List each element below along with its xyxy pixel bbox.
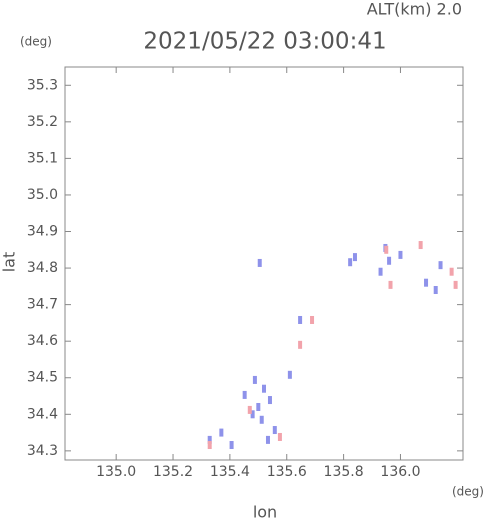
y-tick-label: 35.0 bbox=[27, 187, 58, 203]
y-tick-label: 34.5 bbox=[27, 370, 58, 386]
y-axis-label: lat bbox=[0, 252, 19, 273]
radar-cell bbox=[453, 280, 458, 289]
x-tick-label: 135.6 bbox=[267, 464, 307, 480]
radar-cell bbox=[259, 415, 264, 424]
radar-cell bbox=[387, 256, 392, 265]
radar-cell bbox=[265, 435, 270, 444]
radar-cell bbox=[438, 261, 443, 270]
x-axis-label: lon bbox=[253, 503, 277, 521]
radar-cell bbox=[298, 340, 303, 349]
radar-cell bbox=[257, 258, 262, 267]
x-tick-label: 136.0 bbox=[380, 464, 420, 480]
radar-cell bbox=[352, 253, 357, 262]
radar-cell bbox=[229, 441, 234, 450]
x-tick-label: 135.4 bbox=[210, 464, 250, 480]
x-tick-label: 135.2 bbox=[153, 464, 193, 480]
radar-cell bbox=[310, 315, 315, 324]
x-tick-label: 135.0 bbox=[96, 464, 136, 480]
radar-cell bbox=[378, 267, 383, 276]
y-tick-label: 34.4 bbox=[27, 406, 58, 422]
radar-cell bbox=[272, 426, 277, 435]
x-unit: (deg) bbox=[452, 485, 484, 499]
radar-cell bbox=[287, 370, 292, 379]
radar-cell bbox=[242, 390, 247, 399]
y-tick-label: 34.9 bbox=[27, 224, 58, 240]
chart-title: 2021/05/22 03:00:41 bbox=[143, 29, 386, 55]
radar-cell bbox=[277, 432, 282, 441]
radar-cell bbox=[348, 258, 353, 267]
radar-cell bbox=[219, 428, 224, 437]
y-tick-label: 34.6 bbox=[27, 333, 58, 349]
y-tick-label: 35.2 bbox=[27, 114, 58, 130]
y-tick-label: 34.3 bbox=[27, 443, 58, 459]
radar-cell bbox=[388, 280, 393, 289]
radar-cell bbox=[424, 278, 429, 287]
x-tick-label: 135.8 bbox=[324, 464, 364, 480]
y-tick-label: 35.3 bbox=[27, 77, 58, 93]
radar-cell bbox=[252, 375, 257, 384]
plot-frame bbox=[64, 66, 464, 461]
radar-cell bbox=[267, 396, 272, 405]
y-unit: (deg) bbox=[20, 35, 52, 49]
radar-cell bbox=[418, 241, 423, 250]
altitude-label: ALT(km) 2.0 bbox=[367, 0, 462, 19]
radar-cell bbox=[247, 405, 252, 414]
radar-cell bbox=[449, 267, 454, 276]
radar-cell bbox=[250, 410, 255, 419]
radar-cell bbox=[256, 402, 261, 411]
y-tick-label: 35.1 bbox=[27, 150, 58, 166]
radar-cell bbox=[262, 384, 266, 393]
radar-cell bbox=[398, 250, 403, 259]
radar-cell bbox=[384, 245, 389, 254]
y-tick-label: 34.7 bbox=[27, 297, 58, 313]
radar-cell bbox=[433, 286, 438, 295]
y-tick-label: 34.8 bbox=[27, 260, 58, 276]
radar-cell bbox=[207, 441, 212, 450]
radar-cell bbox=[298, 315, 303, 324]
radar-cell bbox=[207, 435, 212, 444]
